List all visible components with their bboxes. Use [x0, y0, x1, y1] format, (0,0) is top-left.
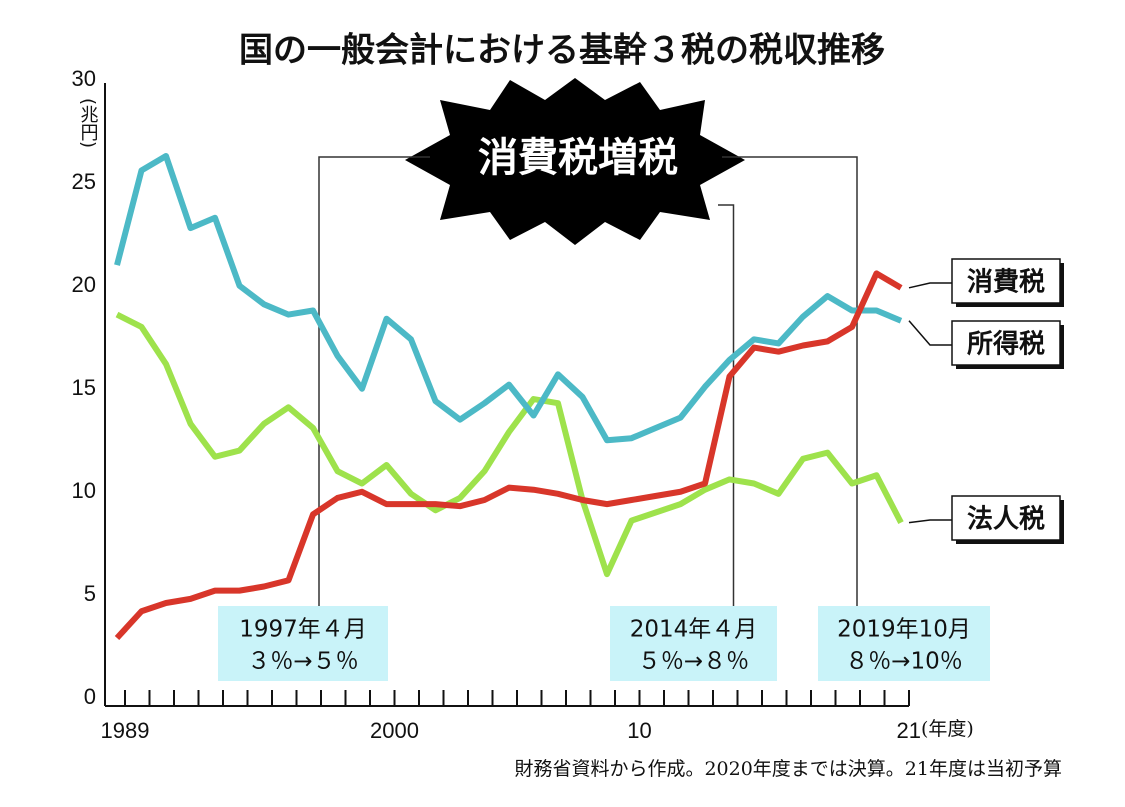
y-tick-label: 30 — [72, 66, 96, 91]
label-box — [951, 320, 1061, 366]
chart-title: 国の一般会計における基幹３税の税収推移 — [239, 31, 885, 71]
burst — [405, 78, 745, 245]
y-tick-label: 25 — [72, 169, 96, 194]
connector — [318, 156, 430, 606]
x-tick-label: 10 — [627, 718, 651, 743]
annotation-lines — [318, 156, 858, 606]
annotation-change: ３％→５％ — [247, 649, 358, 675]
connector — [718, 204, 735, 606]
x-tick-label: 1989 — [101, 718, 150, 743]
x-unit: (年度) — [921, 718, 974, 740]
annotation-date: 1997年４月 — [239, 617, 367, 643]
annotation-date: 2019年10月 — [837, 617, 971, 643]
label-connector — [908, 519, 952, 524]
y-tick-label: 0 — [84, 684, 96, 709]
label-connector — [908, 282, 952, 289]
y-unit: (兆円) — [78, 98, 99, 148]
label-box — [951, 258, 1061, 304]
annotation-date: 2014年４月 — [630, 617, 758, 643]
x-tick-label: 21 — [897, 718, 921, 743]
label-connector — [908, 320, 952, 346]
legend-label: 所得税 — [967, 330, 1045, 360]
label-box — [951, 495, 1061, 541]
y-tick-label: 5 — [84, 581, 96, 606]
y-tick-label: 20 — [72, 272, 96, 297]
annotation-change: ５％→８％ — [638, 649, 749, 675]
connector — [722, 156, 858, 606]
x-tick-label: 2000 — [370, 718, 419, 743]
series-line — [115, 311, 904, 578]
series-line — [114, 152, 903, 444]
legend-label: 消費税 — [967, 268, 1045, 298]
series-line — [114, 270, 903, 641]
y-tick-label: 10 — [72, 478, 96, 503]
annotation-box — [818, 606, 990, 681]
source: 財務省資料から作成。2020年度までは決算。21年度は当初予算 — [514, 758, 1062, 780]
annotation-box — [610, 606, 777, 681]
y-tick-label: 15 — [72, 375, 96, 400]
annotation-box — [218, 606, 388, 681]
legend-label: 法人税 — [967, 505, 1045, 535]
annotation-change: ８％→10％ — [845, 649, 963, 675]
burst-label: 消費税増税 — [478, 135, 678, 181]
